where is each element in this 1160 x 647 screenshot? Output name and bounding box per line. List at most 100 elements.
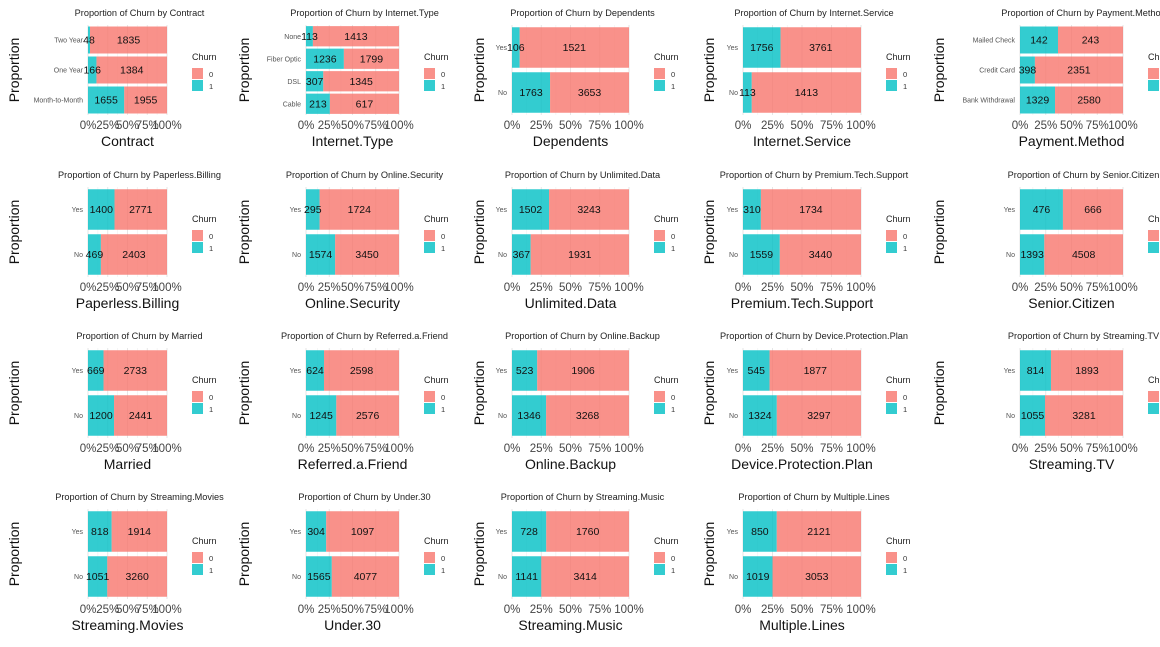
data-label-churn-1: 166 xyxy=(83,65,101,77)
panel-title: Proportion of Churn by Streaming.TV xyxy=(1008,331,1160,341)
x-tick-label: 100% xyxy=(846,120,875,132)
data-label-churn-0: 3761 xyxy=(809,42,833,54)
legend-label-1: 1 xyxy=(441,405,445,414)
data-label-churn-1: 142 xyxy=(1030,35,1048,47)
x-tick-label: 75% xyxy=(1086,282,1109,294)
y-axis-label: Proportion xyxy=(236,38,252,103)
bar-churn-0 xyxy=(1034,56,1123,84)
data-label-churn-0: 3281 xyxy=(1072,410,1096,422)
bar-churn-1 xyxy=(1020,189,1063,230)
bar-churn-0 xyxy=(549,189,629,230)
legend-title: Churn xyxy=(654,375,679,385)
legend-swatch-0 xyxy=(1148,230,1159,241)
bar-churn-0 xyxy=(114,189,167,230)
panel-internet-type: Proportion of Churn by Internet.Type 113 1… xyxy=(236,8,449,149)
legend-label-1: 1 xyxy=(441,244,445,253)
panel-dependents: Proportion of Churn by Dependents 106 1521… xyxy=(471,8,679,149)
data-label-churn-0: 2441 xyxy=(129,410,153,422)
bar-churn-0 xyxy=(546,395,629,436)
x-tick-label: 75% xyxy=(588,443,611,455)
bar-churn-0 xyxy=(96,56,167,84)
data-label-churn-0: 2580 xyxy=(1077,95,1101,107)
data-label-churn-1: 814 xyxy=(1027,365,1045,377)
panel-title: Proportion of Churn by Payment.Method xyxy=(1001,8,1160,18)
legend-label-1: 1 xyxy=(209,405,213,414)
data-label-churn-1: 310 xyxy=(743,204,761,216)
x-tick-label: 25% xyxy=(1034,282,1057,294)
legend-title: Churn xyxy=(1148,52,1160,62)
x-tick-label: 100% xyxy=(1108,120,1137,132)
bar-churn-1 xyxy=(88,56,97,84)
legend-swatch-1 xyxy=(192,564,203,575)
legend-label-0: 0 xyxy=(209,70,213,79)
panel-married: Proportion of Churn by Married 669 2733 Yes… xyxy=(6,331,217,472)
x-tick-label: 75% xyxy=(820,604,843,616)
x-tick-label: 50% xyxy=(116,443,139,455)
data-label-churn-1: 850 xyxy=(751,526,769,538)
x-axis-label: Streaming.Movies xyxy=(71,617,183,633)
data-label-churn-0: 3440 xyxy=(809,249,833,261)
x-tick-label: 50% xyxy=(790,120,813,132)
data-label-churn-0: 617 xyxy=(356,98,374,110)
y-tick-label: Yes xyxy=(1004,368,1016,375)
x-axis-label: Unlimited.Data xyxy=(525,295,617,311)
data-label-churn-1: 307 xyxy=(306,76,324,88)
bar-churn-1 xyxy=(743,189,761,230)
y-tick-label: Yes xyxy=(496,45,508,52)
data-label-churn-0: 1384 xyxy=(120,65,144,77)
bar-churn-0 xyxy=(769,350,861,391)
y-axis-label: Proportion xyxy=(471,38,487,103)
x-tick-label: 0% xyxy=(735,282,752,294)
x-tick-label: 100% xyxy=(152,120,181,132)
legend-title: Churn xyxy=(1148,375,1160,385)
legend-label-1: 1 xyxy=(903,82,907,91)
x-tick-label: 100% xyxy=(152,282,181,294)
y-axis-label: Proportion xyxy=(931,361,947,426)
data-label-churn-1: 469 xyxy=(86,249,104,261)
bar-churn-0 xyxy=(124,86,167,114)
legend-label-0: 0 xyxy=(671,70,675,79)
y-axis-label: Proportion xyxy=(471,361,487,426)
bar-churn-0 xyxy=(326,511,399,552)
y-tick-label: Yes xyxy=(727,207,739,214)
x-tick-label: 75% xyxy=(588,282,611,294)
y-tick-label: Yes xyxy=(1004,207,1016,214)
legend-swatch-1 xyxy=(192,242,203,253)
legend-label-1: 1 xyxy=(671,405,675,414)
legend-title: Churn xyxy=(886,536,911,546)
data-label-churn-0: 2121 xyxy=(807,526,831,538)
legend-title: Churn xyxy=(192,375,217,385)
bar-churn-1 xyxy=(743,234,780,275)
data-label-churn-0: 1521 xyxy=(563,42,587,54)
x-tick-label: 50% xyxy=(559,443,582,455)
bar-churn-1 xyxy=(512,556,542,597)
legend-label-0: 0 xyxy=(903,393,907,402)
x-tick-label: 75% xyxy=(136,282,159,294)
data-label-churn-1: 1245 xyxy=(309,410,333,422)
x-tick-label: 50% xyxy=(790,282,813,294)
data-label-churn-0: 3450 xyxy=(355,249,379,261)
y-tick-label: Cable xyxy=(283,101,301,108)
panel-online-backup: Proportion of Churn by Online.Backup 523 1… xyxy=(471,331,679,472)
bar-churn-1 xyxy=(512,511,547,552)
legend-label-0: 0 xyxy=(671,232,675,241)
panel-title: Proportion of Churn by Online.Backup xyxy=(505,331,660,341)
bar-churn-1 xyxy=(512,350,538,391)
panel-title: Proportion of Churn by Premium.Tech.Supp… xyxy=(720,170,909,180)
x-tick-label: 50% xyxy=(116,604,139,616)
data-label-churn-1: 113 xyxy=(301,31,318,43)
legend-swatch-1 xyxy=(654,564,665,575)
legend-swatch-1 xyxy=(1148,242,1159,253)
x-tick-label: 0% xyxy=(504,443,521,455)
bar-churn-1 xyxy=(88,234,101,275)
bar-churn-0 xyxy=(779,234,861,275)
legend-swatch-0 xyxy=(1148,68,1159,79)
y-tick-label: No xyxy=(729,252,738,259)
data-label-churn-1: 1393 xyxy=(1020,249,1044,261)
legend-label-1: 1 xyxy=(903,566,907,575)
bar-churn-1 xyxy=(1020,56,1035,84)
y-axis-label: Proportion xyxy=(471,522,487,587)
bar-churn-0 xyxy=(336,395,399,436)
x-axis-label: Premium.Tech.Support xyxy=(731,295,874,311)
